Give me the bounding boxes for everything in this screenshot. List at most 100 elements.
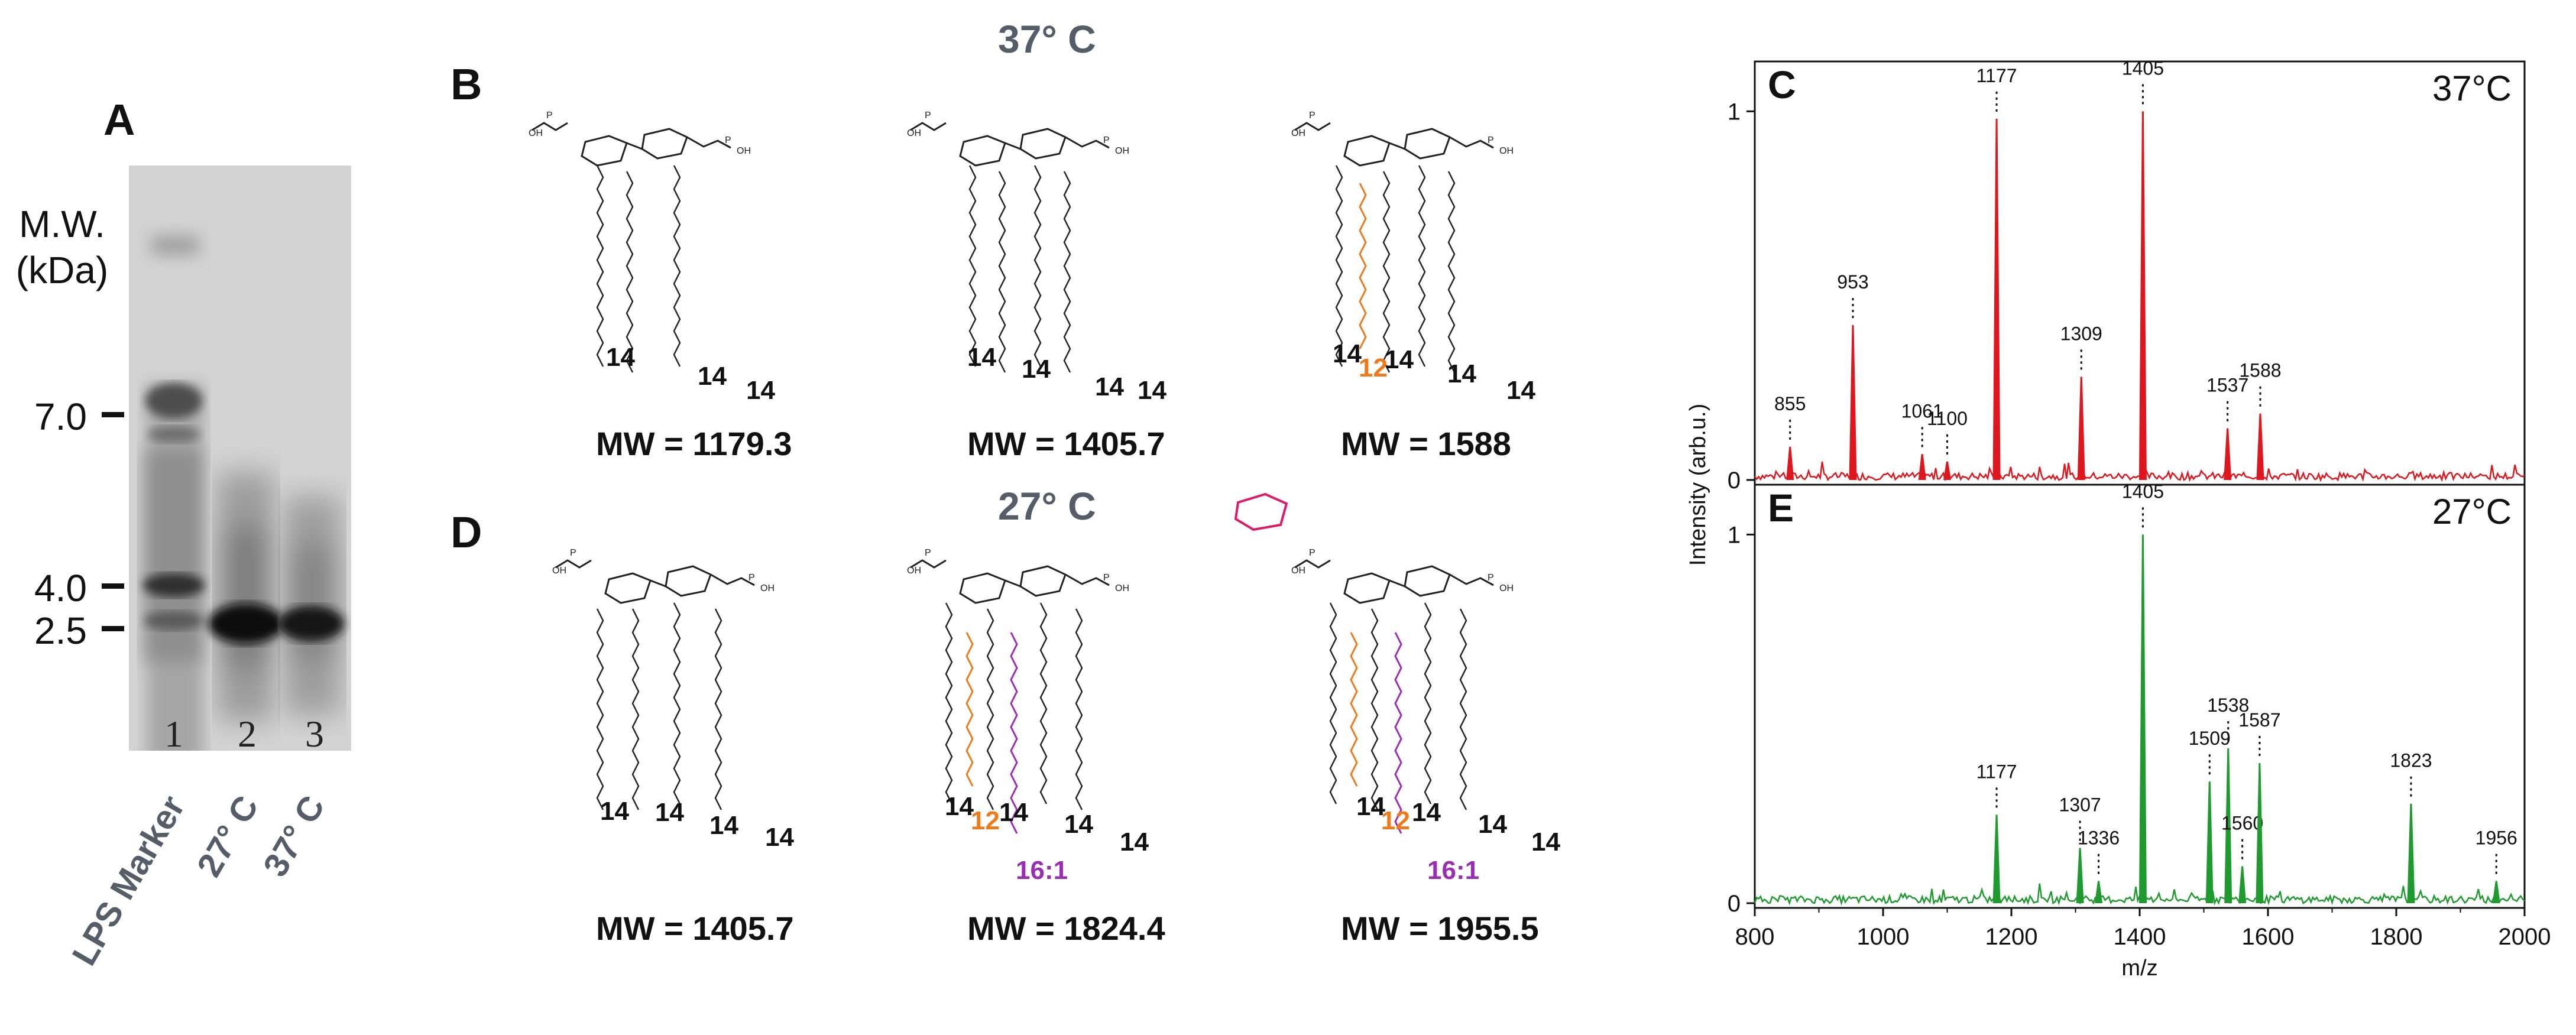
d2-chain-label-3: 14	[999, 798, 1028, 827]
panel-C-peak-1100	[1943, 461, 1951, 481]
lipid-structures: OH P P OH	[527, 109, 1515, 834]
x-tick-label-1000: 1000	[1857, 924, 1910, 950]
gel-tick-label-2.5: 2.5	[34, 609, 87, 652]
x-tick-label-2000: 2000	[2499, 924, 2551, 950]
panel-E-peak-1560	[2238, 866, 2247, 904]
panel-E-y-tick-label-1: 1	[1728, 522, 1741, 548]
gel-lane-2-smear	[218, 473, 274, 721]
panel-a-label: A	[103, 95, 135, 144]
b3-chain-label-3: 14	[1385, 345, 1414, 374]
x-tick-label-800: 800	[1735, 924, 1775, 950]
mass-spectra: Intensity (arb.u.) 800 1000 1200 1400 1600 180…	[1686, 57, 2551, 981]
panel-C-peak-1177	[1992, 118, 2001, 481]
panel-E-peak-label-1177: 1177	[1976, 761, 2017, 782]
panel-E-peak-1405	[2138, 534, 2147, 904]
b2-chain-label-1: 14	[967, 343, 996, 372]
panel-E-peak-1307	[2076, 848, 2084, 904]
aminoarabinose-ring	[1234, 492, 1288, 531]
b1-chain-label-2: 14	[698, 362, 727, 391]
d3-chain-label-12: 12	[1381, 806, 1410, 835]
panel-C-y-tick-label-1: 1	[1728, 99, 1741, 125]
gel-lane-1-band-mid	[148, 426, 200, 443]
b2-chain-label-2: 14	[1022, 355, 1051, 384]
panel-E-peak-label-1823: 1823	[2390, 750, 2432, 771]
d1-chain-label-1: 14	[600, 797, 629, 826]
panel-E-peak-1956	[2492, 881, 2500, 904]
gel-lane-number-3: 3	[305, 713, 324, 755]
gel-ylabel-line2: (kDa)	[15, 249, 109, 291]
d1-chain-label-3: 14	[709, 811, 738, 840]
structure-d1	[551, 547, 776, 811]
panel-E-peak-label-1336: 1336	[2078, 828, 2120, 849]
panel-e-title: 27°C	[2432, 492, 2512, 531]
panel-C-y-tick-label-0: 0	[1728, 468, 1741, 494]
d3-chain-label-3: 14	[1412, 798, 1441, 827]
panel-d-label: D	[451, 508, 482, 557]
panel-E-peak-label-1307: 1307	[2059, 794, 2101, 815]
d3-chain-label-6: 14	[1531, 828, 1560, 856]
d3-chain-label-4: 14	[1478, 810, 1507, 839]
d3-chain-label-16-1: 16:1	[1427, 856, 1480, 885]
panel-C-peak-855	[1786, 446, 1794, 481]
panel-C-peak-1309	[2077, 377, 2085, 481]
panel-E-peak-1823	[2407, 803, 2415, 904]
gel-tick-mark-4	[102, 583, 124, 589]
gel-lane-1-band-4	[143, 573, 205, 597]
d3-mw: MW = 1955.5	[1341, 910, 1539, 947]
b3-chain-label-5: 14	[1506, 376, 1535, 405]
gel-lane-label-lps-marker: LPS Marker	[64, 789, 193, 972]
gel-lane-2-main-band	[208, 604, 284, 644]
x-axis-label: m/z	[2121, 956, 2157, 981]
d1-chain-label-4: 14	[765, 823, 794, 852]
structure-b2	[906, 109, 1130, 374]
panel-E-peak-1336	[2095, 881, 2103, 904]
panel-E-peak-label-1587: 1587	[2238, 709, 2280, 731]
structure-b1	[527, 109, 752, 374]
panel-E-peak-1587	[2256, 763, 2264, 904]
structure-b3	[1290, 109, 1515, 374]
panel-b-label: B	[451, 60, 482, 109]
b1-chain-label-1: 14	[606, 343, 635, 372]
panel-C-peak-1061	[1918, 454, 1926, 481]
structure-d2	[906, 547, 1130, 834]
gel-lane-number-2: 2	[238, 713, 257, 755]
gel-lane-number-1: 1	[164, 713, 183, 755]
d1-chain-label-2: 14	[655, 798, 684, 827]
panel-E-peak-1509	[2205, 781, 2214, 904]
gel-y-axis-label: M.W. (kDa)	[0, 201, 124, 293]
panel-C-peak-1405	[2138, 111, 2147, 481]
panel-C-peak-label-1061: 1061	[1901, 400, 1943, 421]
b3-mw: MW = 1588	[1341, 425, 1511, 462]
x-tick-label-1200: 1200	[1985, 924, 2038, 950]
panel-C-peak-label-1100: 1100	[1927, 408, 1968, 429]
panel-E-peak-label-1956: 1956	[2475, 828, 2517, 849]
panel-E-peak-1177	[1992, 815, 2001, 904]
b2-chain-label-4: 14	[1138, 376, 1167, 405]
b2-mw: MW = 1405.7	[967, 425, 1165, 462]
gel-tick-label-7: 7.0	[34, 395, 87, 438]
x-tick-label-1600: 1600	[2242, 924, 2295, 950]
panel-C-peak-label-953: 953	[1837, 271, 1868, 293]
gel-lane-1-band-2.5	[144, 611, 203, 630]
d2-chain-label-1: 14	[945, 792, 974, 821]
panel-C-peak-1537	[2224, 428, 2232, 481]
gel-tick-mark-2.5	[102, 626, 124, 631]
panel-C-peak-label-855: 855	[1774, 393, 1806, 414]
b3-chain-label-12: 12	[1359, 353, 1388, 382]
gel-image	[129, 166, 351, 751]
gel-lane-3-smear	[284, 497, 341, 715]
d3-chain-label-1: 14	[1356, 792, 1385, 821]
panel-C-peak-953	[1849, 325, 1857, 481]
b2-chain-label-3: 14	[1095, 372, 1124, 401]
panel-c-title: 37°C	[2432, 69, 2512, 108]
spectra-y-axis-label: Intensity (arb.u.)	[1686, 404, 1710, 566]
d2-chain-label-12: 12	[971, 806, 1000, 835]
gel-tick-label-4: 4.0	[34, 567, 87, 609]
b3-chain-label-1: 14	[1333, 339, 1362, 368]
panel-E-peak-label-1405: 1405	[2122, 481, 2164, 502]
d2-mw: MW = 1824.4	[967, 910, 1165, 947]
panel-E-y-tick-label-0: 0	[1728, 891, 1741, 917]
d2-chain-label-6: 14	[1120, 828, 1149, 856]
panel-E-peak-label-1560: 1560	[2221, 813, 2263, 834]
gel-lane-1-band-upper	[145, 383, 202, 418]
